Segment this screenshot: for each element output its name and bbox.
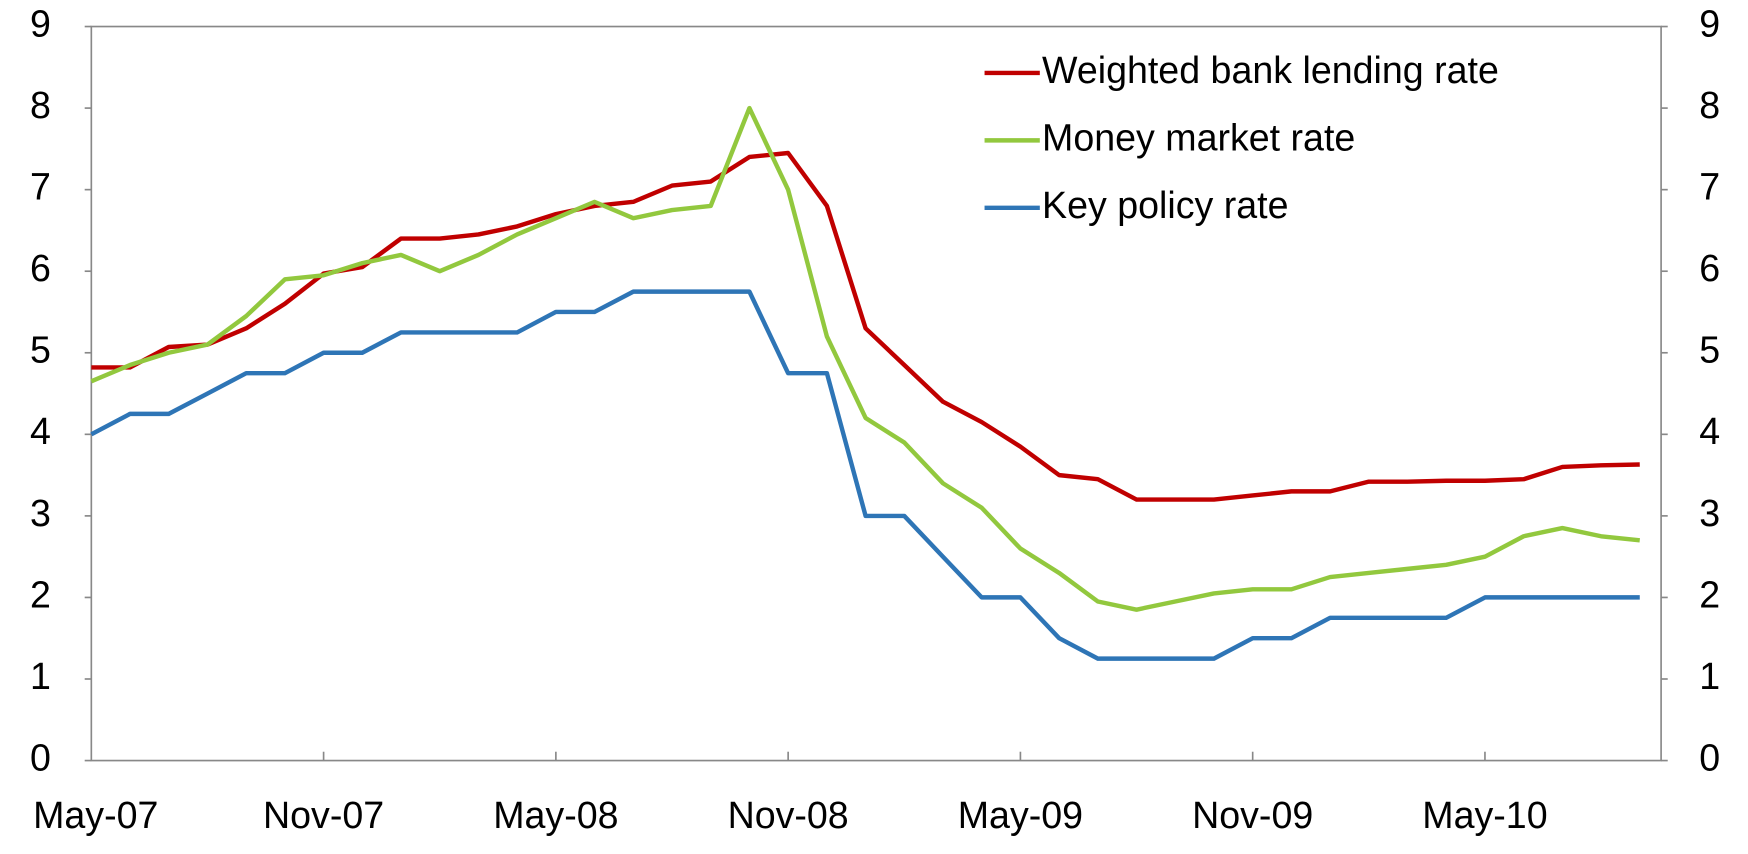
legend-label: Key policy rate [1042, 184, 1288, 226]
series-line [91, 150, 1640, 502]
y-tick-label: 0 [30, 736, 51, 778]
y2-tick-label: 5 [1699, 329, 1720, 371]
y-tick-label: 8 [30, 84, 51, 126]
y2-tick-label: 8 [1699, 84, 1720, 126]
legend-label: Money market rate [1042, 116, 1355, 158]
y-tick-label: 6 [30, 247, 51, 289]
y2-tick-label: 4 [1699, 410, 1720, 452]
x-tick-label: May-07 [33, 794, 158, 836]
x-tick-label: Nov-09 [1192, 794, 1313, 836]
y2-tick-label: 3 [1699, 492, 1720, 534]
series-line [90, 289, 1640, 661]
y-tick-label: 1 [30, 655, 51, 697]
legend-label: Weighted bank lending rate [1042, 49, 1499, 91]
y-tick-label: 3 [30, 492, 51, 534]
y2-tick-label: 7 [1699, 166, 1720, 208]
y-tick-label: 2 [30, 573, 51, 615]
y-tick-label: 7 [30, 166, 51, 208]
x-tick-label: May-09 [958, 794, 1083, 836]
y2-tick-label: 1 [1699, 655, 1720, 697]
y2-tick-label: 9 [1699, 2, 1720, 44]
x-tick-label: May-10 [1422, 794, 1547, 836]
x-tick-label: Nov-07 [263, 794, 384, 836]
y2-tick-label: 0 [1699, 736, 1720, 778]
series-line [90, 105, 1640, 612]
y2-tick-label: 6 [1699, 247, 1720, 289]
x-tick-label: May-08 [493, 794, 618, 836]
y-tick-label: 5 [30, 329, 51, 371]
y2-tick-label: 2 [1699, 573, 1720, 615]
plot-frame [90, 25, 1662, 762]
y-tick-label: 4 [30, 410, 51, 452]
x-tick-label: Nov-08 [728, 794, 849, 836]
y-tick-label: 9 [30, 2, 51, 44]
